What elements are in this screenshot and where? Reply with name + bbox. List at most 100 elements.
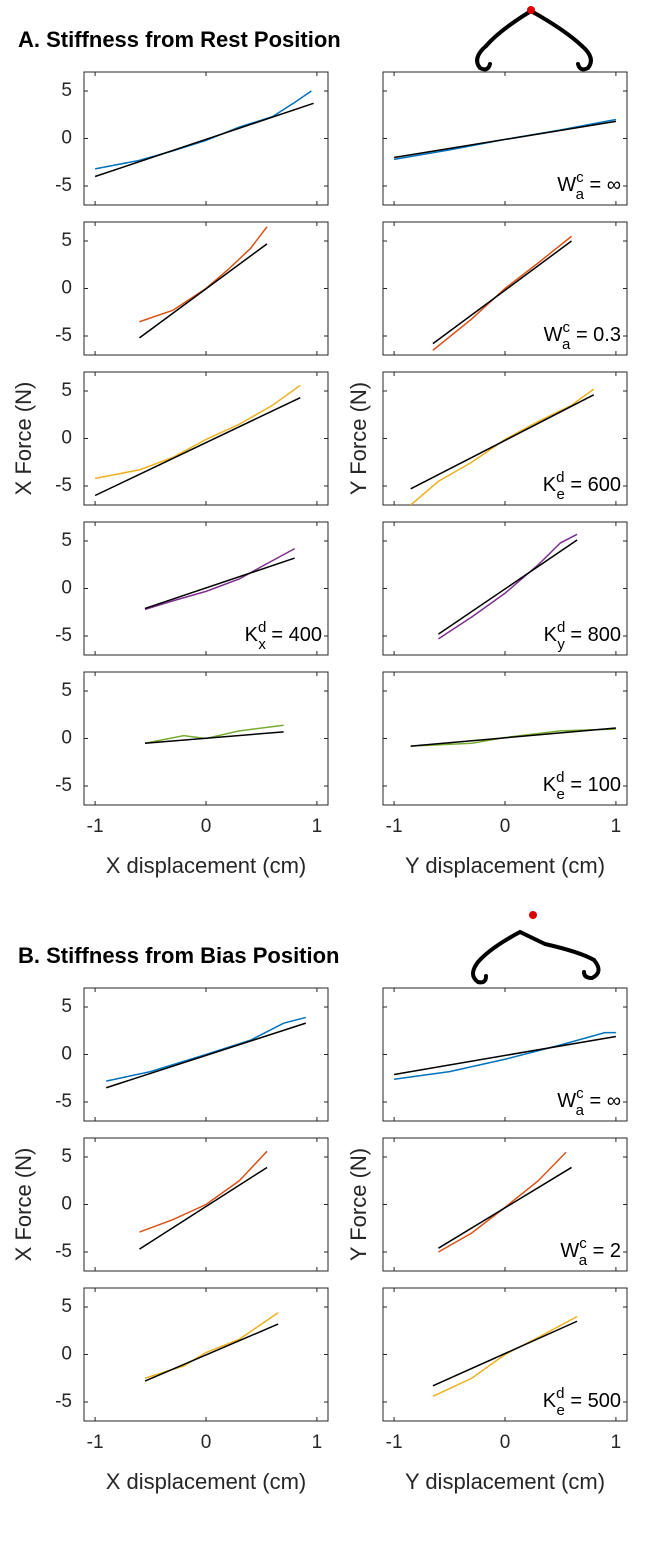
- arm-tip-b: [529, 911, 537, 919]
- data-line: [410, 388, 595, 505]
- y-tick-label: 0: [61, 1194, 72, 1215]
- x-tick-label: -1: [386, 1432, 403, 1453]
- data-line: [432, 235, 573, 351]
- annotation-text: = 0.3: [570, 324, 621, 346]
- data-line: [432, 240, 572, 345]
- annotation-sup: c: [576, 169, 584, 186]
- y-tick-label: -5: [55, 1241, 72, 1262]
- annotation-text: = 500: [565, 1390, 621, 1412]
- annotation-sup: c: [576, 1085, 584, 1102]
- annotation-sup: d: [258, 619, 266, 636]
- plot-area: [432, 235, 573, 351]
- arm-icon-a: [475, 8, 593, 72]
- data-line: [144, 731, 284, 744]
- annotation: Wc a = 2: [560, 1235, 621, 1269]
- y-axis-label: Y Force (N): [346, 1148, 371, 1261]
- annotation-sub: e: [556, 786, 564, 803]
- plot-area: [144, 1312, 279, 1382]
- y-tick-label: 0: [61, 578, 72, 599]
- data-line: [105, 1022, 307, 1089]
- x-axis-label: X displacement (cm): [106, 1469, 307, 1494]
- y-tick-label: 0: [61, 428, 72, 449]
- y-tick-label: -5: [55, 475, 72, 496]
- annotation-text: = 100: [565, 774, 621, 796]
- y-tick-label: 5: [61, 80, 72, 101]
- annotation-text: = 2: [587, 1240, 621, 1262]
- plot-area: [410, 727, 616, 747]
- annotation-sub: a: [562, 336, 571, 353]
- data-line: [432, 1315, 578, 1397]
- panel-frame: [382, 1137, 628, 1272]
- annotation-symbol: K: [544, 624, 558, 646]
- x-tick-label: 1: [611, 1432, 622, 1453]
- plot-area: [393, 118, 617, 161]
- y-axis-label: Y Force (N): [346, 382, 371, 495]
- data-line: [94, 384, 301, 480]
- annotation: Kd e = 500: [543, 1385, 621, 1419]
- data-line: [144, 1323, 279, 1382]
- y-tick-label: 5: [61, 680, 72, 701]
- plot-area: [432, 1315, 578, 1397]
- section-title: B. Stiffness from Bias Position: [18, 943, 340, 968]
- plot-area: [438, 1151, 572, 1253]
- annotation-symbol: K: [543, 1390, 557, 1412]
- data-line: [139, 243, 268, 339]
- annotation: Kd y = 800: [544, 619, 621, 653]
- annotation-symbol: K: [245, 624, 259, 646]
- plot-area: [393, 1031, 617, 1080]
- data-line: [139, 1150, 268, 1233]
- data-line: [438, 539, 578, 635]
- x-tick-label: 0: [201, 816, 212, 837]
- data-line: [393, 1035, 617, 1076]
- annotation-symbol: W: [544, 324, 563, 346]
- panel-frame: [83, 71, 329, 206]
- y-axis-label: X Force (N): [11, 1148, 36, 1262]
- annotation: Kd e = 600: [543, 469, 621, 503]
- data-line: [94, 102, 314, 178]
- plot-area: [410, 388, 595, 505]
- annotation-text: = ∞: [584, 1090, 621, 1112]
- x-tick-label: 0: [500, 1432, 511, 1453]
- data-line: [438, 1166, 572, 1249]
- y-tick-label: -5: [55, 625, 72, 646]
- data-line: [410, 727, 616, 747]
- data-line: [94, 396, 301, 497]
- data-line: [144, 547, 296, 611]
- annotation-text: = 400: [266, 624, 322, 646]
- annotation-symbol: K: [543, 774, 557, 796]
- annotation-sub: a: [576, 1102, 585, 1119]
- x-axis-label: Y displacement (cm): [405, 1469, 605, 1494]
- data-line: [393, 120, 617, 159]
- y-tick-label: 5: [61, 230, 72, 251]
- annotation: Wc a = 0.3: [544, 319, 621, 353]
- x-tick-label: 1: [611, 816, 622, 837]
- annotation: Kd x = 400: [245, 619, 322, 653]
- y-tick-label: -5: [55, 175, 72, 196]
- plot-area: [105, 1016, 307, 1089]
- annotation-sup: d: [556, 769, 564, 786]
- y-tick-label: 5: [61, 996, 72, 1017]
- y-tick-label: -5: [55, 1391, 72, 1412]
- data-line: [144, 557, 295, 610]
- y-tick-label: 0: [61, 728, 72, 749]
- data-line: [393, 1031, 616, 1080]
- annotation-sub: e: [556, 486, 564, 503]
- x-tick-label: -1: [386, 816, 403, 837]
- data-line: [106, 1016, 307, 1082]
- data-line: [410, 394, 595, 490]
- arm-icon-b: [471, 929, 601, 985]
- data-line: [438, 533, 578, 640]
- x-tick-label: -1: [87, 1432, 104, 1453]
- annotation-sub: a: [579, 1252, 588, 1269]
- x-tick-label: 0: [201, 1432, 212, 1453]
- data-line: [139, 226, 268, 323]
- plot-area: [94, 90, 314, 178]
- x-axis-label: Y displacement (cm): [405, 853, 605, 878]
- annotation-sub: y: [557, 636, 565, 653]
- x-tick-label: -1: [87, 816, 104, 837]
- y-tick-label: -5: [55, 325, 72, 346]
- plot-area: [144, 724, 284, 744]
- x-tick-label: 1: [312, 816, 323, 837]
- x-tick-label: 1: [312, 1432, 323, 1453]
- annotation: Wc a = ∞: [557, 169, 621, 203]
